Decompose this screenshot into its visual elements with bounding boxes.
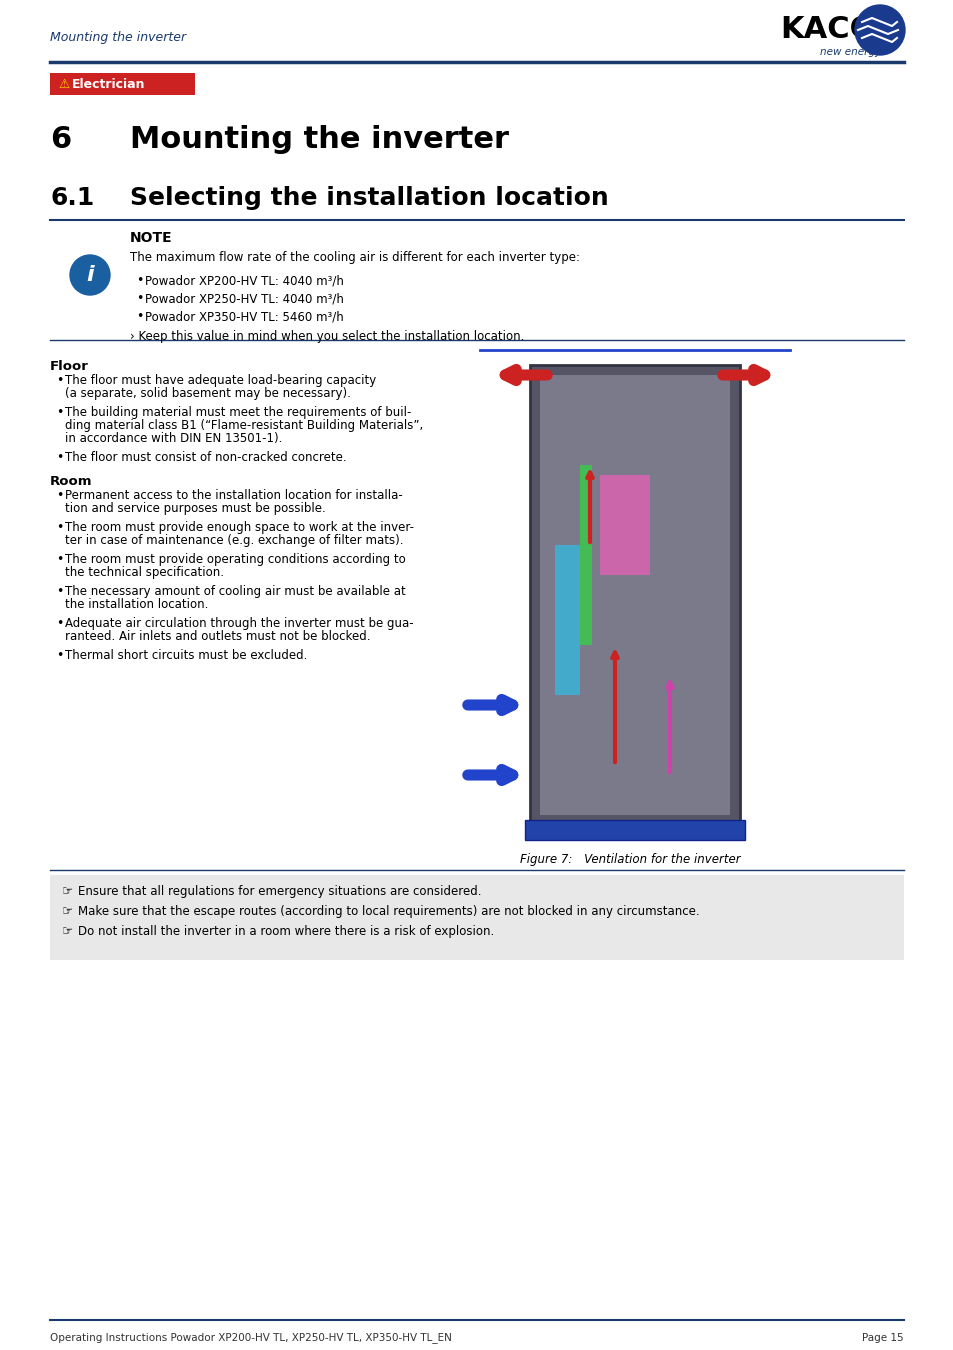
Text: Thermal short circuits must be excluded.: Thermal short circuits must be excluded.: [65, 649, 307, 662]
FancyBboxPatch shape: [530, 364, 740, 825]
Text: Do not install the inverter in a room where there is a risk of explosion.: Do not install the inverter in a room wh…: [78, 925, 494, 938]
Text: •: •: [56, 649, 63, 662]
Text: •: •: [136, 310, 143, 323]
Text: •: •: [136, 274, 143, 288]
Text: Selecting the installation location: Selecting the installation location: [130, 186, 608, 211]
Text: NOTE: NOTE: [130, 231, 172, 244]
Text: The floor must consist of non-cracked concrete.: The floor must consist of non-cracked co…: [65, 451, 346, 464]
Text: •: •: [56, 617, 63, 630]
Text: new energy.: new energy.: [820, 47, 882, 57]
Text: in accordance with DIN EN 13501-1).: in accordance with DIN EN 13501-1).: [65, 432, 282, 446]
Text: The maximum flow rate of the cooling air is different for each inverter type:: The maximum flow rate of the cooling air…: [130, 251, 579, 263]
Text: ☞: ☞: [62, 886, 73, 898]
Text: The floor must have adequate load-bearing capacity: The floor must have adequate load-bearin…: [65, 374, 375, 387]
Text: The necessary amount of cooling air must be available at: The necessary amount of cooling air must…: [65, 585, 405, 598]
Text: the installation location.: the installation location.: [65, 598, 208, 612]
Text: Mounting the inverter: Mounting the inverter: [50, 31, 186, 45]
Text: •: •: [56, 406, 63, 418]
Text: •: •: [56, 451, 63, 464]
Text: tion and service purposes must be possible.: tion and service purposes must be possib…: [65, 502, 325, 514]
Text: the technical specification.: the technical specification.: [65, 566, 224, 579]
Text: •: •: [56, 554, 63, 566]
FancyBboxPatch shape: [579, 464, 592, 645]
Text: Powador XP250-HV TL: 4040 m³/h: Powador XP250-HV TL: 4040 m³/h: [145, 292, 343, 305]
Text: ☞: ☞: [62, 904, 73, 918]
Text: •: •: [56, 585, 63, 598]
FancyBboxPatch shape: [599, 475, 649, 575]
Text: ding material class B1 (“Flame-resistant Building Materials”,: ding material class B1 (“Flame-resistant…: [65, 418, 423, 432]
Text: Ensure that all regulations for emergency situations are considered.: Ensure that all regulations for emergenc…: [78, 886, 481, 898]
Text: Powador XP350-HV TL: 5460 m³/h: Powador XP350-HV TL: 5460 m³/h: [145, 310, 343, 323]
Text: •: •: [136, 292, 143, 305]
Text: Permanent access to the installation location for installa-: Permanent access to the installation loc…: [65, 489, 402, 502]
Text: The room must provide operating conditions according to: The room must provide operating conditio…: [65, 554, 405, 566]
Text: Powador XP200-HV TL: 4040 m³/h: Powador XP200-HV TL: 4040 m³/h: [145, 274, 343, 288]
Text: 6.1: 6.1: [50, 186, 94, 211]
Text: Mounting the inverter: Mounting the inverter: [130, 126, 509, 154]
Circle shape: [70, 255, 110, 296]
Text: ter in case of maintenance (e.g. exchange of filter mats).: ter in case of maintenance (e.g. exchang…: [65, 535, 403, 547]
Text: (a separate, solid basement may be necessary).: (a separate, solid basement may be neces…: [65, 387, 351, 400]
FancyBboxPatch shape: [50, 875, 903, 960]
Text: 6: 6: [50, 126, 71, 154]
FancyBboxPatch shape: [555, 545, 579, 695]
Circle shape: [854, 5, 904, 55]
Text: Make sure that the escape routes (according to local requirements) are not block: Make sure that the escape routes (accord…: [78, 904, 699, 918]
Text: Operating Instructions Powador XP200-HV TL, XP250-HV TL, XP350-HV TL_EN: Operating Instructions Powador XP200-HV …: [50, 1332, 452, 1343]
Text: Page 15: Page 15: [862, 1332, 903, 1343]
Text: › Keep this value in mind when you select the installation location.: › Keep this value in mind when you selec…: [130, 329, 524, 343]
Text: Electrician: Electrician: [71, 77, 146, 90]
FancyBboxPatch shape: [539, 375, 729, 815]
Text: ☞: ☞: [62, 925, 73, 938]
Text: Room: Room: [50, 475, 92, 487]
FancyBboxPatch shape: [524, 819, 744, 840]
Text: •: •: [56, 521, 63, 535]
Text: Adequate air circulation through the inverter must be gua-: Adequate air circulation through the inv…: [65, 617, 414, 630]
Text: •: •: [56, 374, 63, 387]
Text: The room must provide enough space to work at the inver-: The room must provide enough space to wo…: [65, 521, 414, 535]
Text: Floor: Floor: [50, 360, 89, 373]
Text: The building material must meet the requirements of buil-: The building material must meet the requ…: [65, 406, 411, 418]
FancyBboxPatch shape: [50, 73, 194, 95]
Text: ranteed. Air inlets and outlets must not be blocked.: ranteed. Air inlets and outlets must not…: [65, 630, 370, 643]
Text: i: i: [86, 265, 93, 285]
Text: •: •: [56, 489, 63, 502]
Text: KACO: KACO: [780, 15, 875, 45]
Text: ⚠: ⚠: [58, 77, 70, 90]
Text: Figure 7: Ventilation for the inverter: Figure 7: Ventilation for the inverter: [519, 853, 740, 865]
